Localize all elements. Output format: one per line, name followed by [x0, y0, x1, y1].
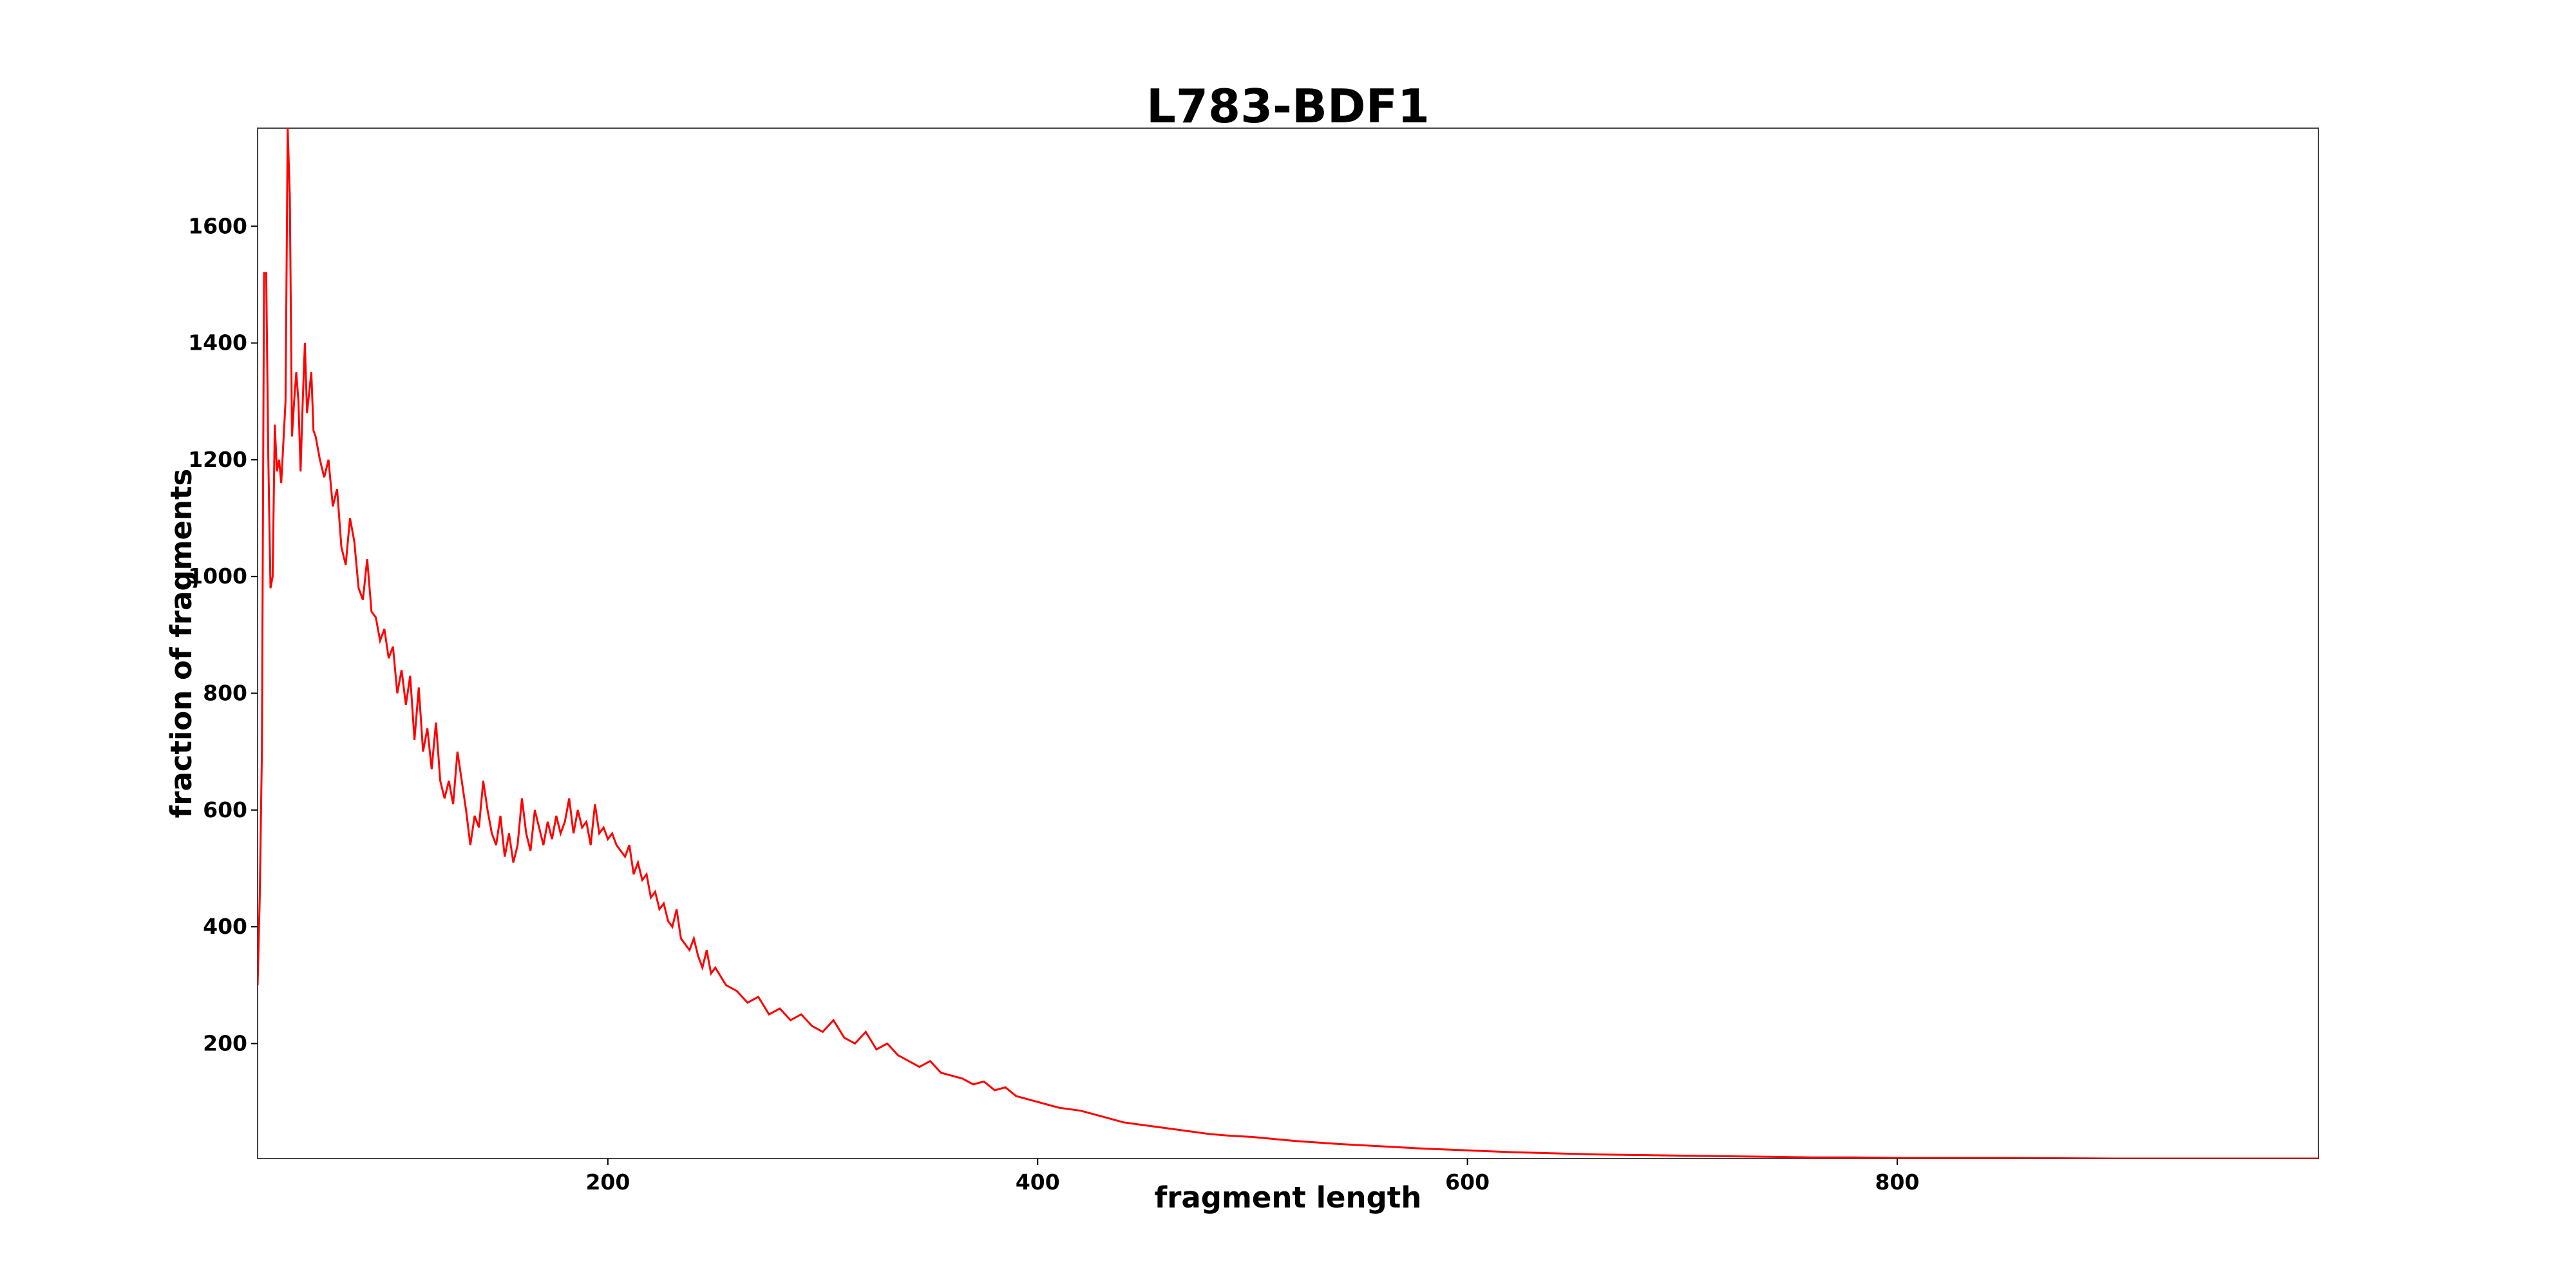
data-line: [258, 128, 2318, 1159]
x-tick-label: 400: [1016, 1170, 1060, 1195]
y-tick-label: 200: [203, 1030, 247, 1056]
x-tick-label: 600: [1445, 1170, 1490, 1195]
x-tick-label: 200: [585, 1170, 630, 1195]
y-tick-label: 1600: [188, 213, 247, 238]
y-tick-label: 1200: [188, 447, 247, 472]
y-tick-label: 600: [203, 797, 247, 822]
x-tick-label: 800: [1875, 1170, 1920, 1195]
y-tick-label: 1000: [188, 564, 247, 589]
y-tick-label: 800: [203, 681, 247, 706]
y-tick-label: 1400: [188, 330, 247, 355]
x-axis-label: fragment length: [1155, 1180, 1422, 1215]
chart-title: L783-BDF1: [1146, 79, 1430, 133]
y-axis-label: fraction of fragments: [164, 469, 198, 819]
plot-frame: [257, 128, 2319, 1159]
y-tick-label: 400: [203, 914, 247, 939]
